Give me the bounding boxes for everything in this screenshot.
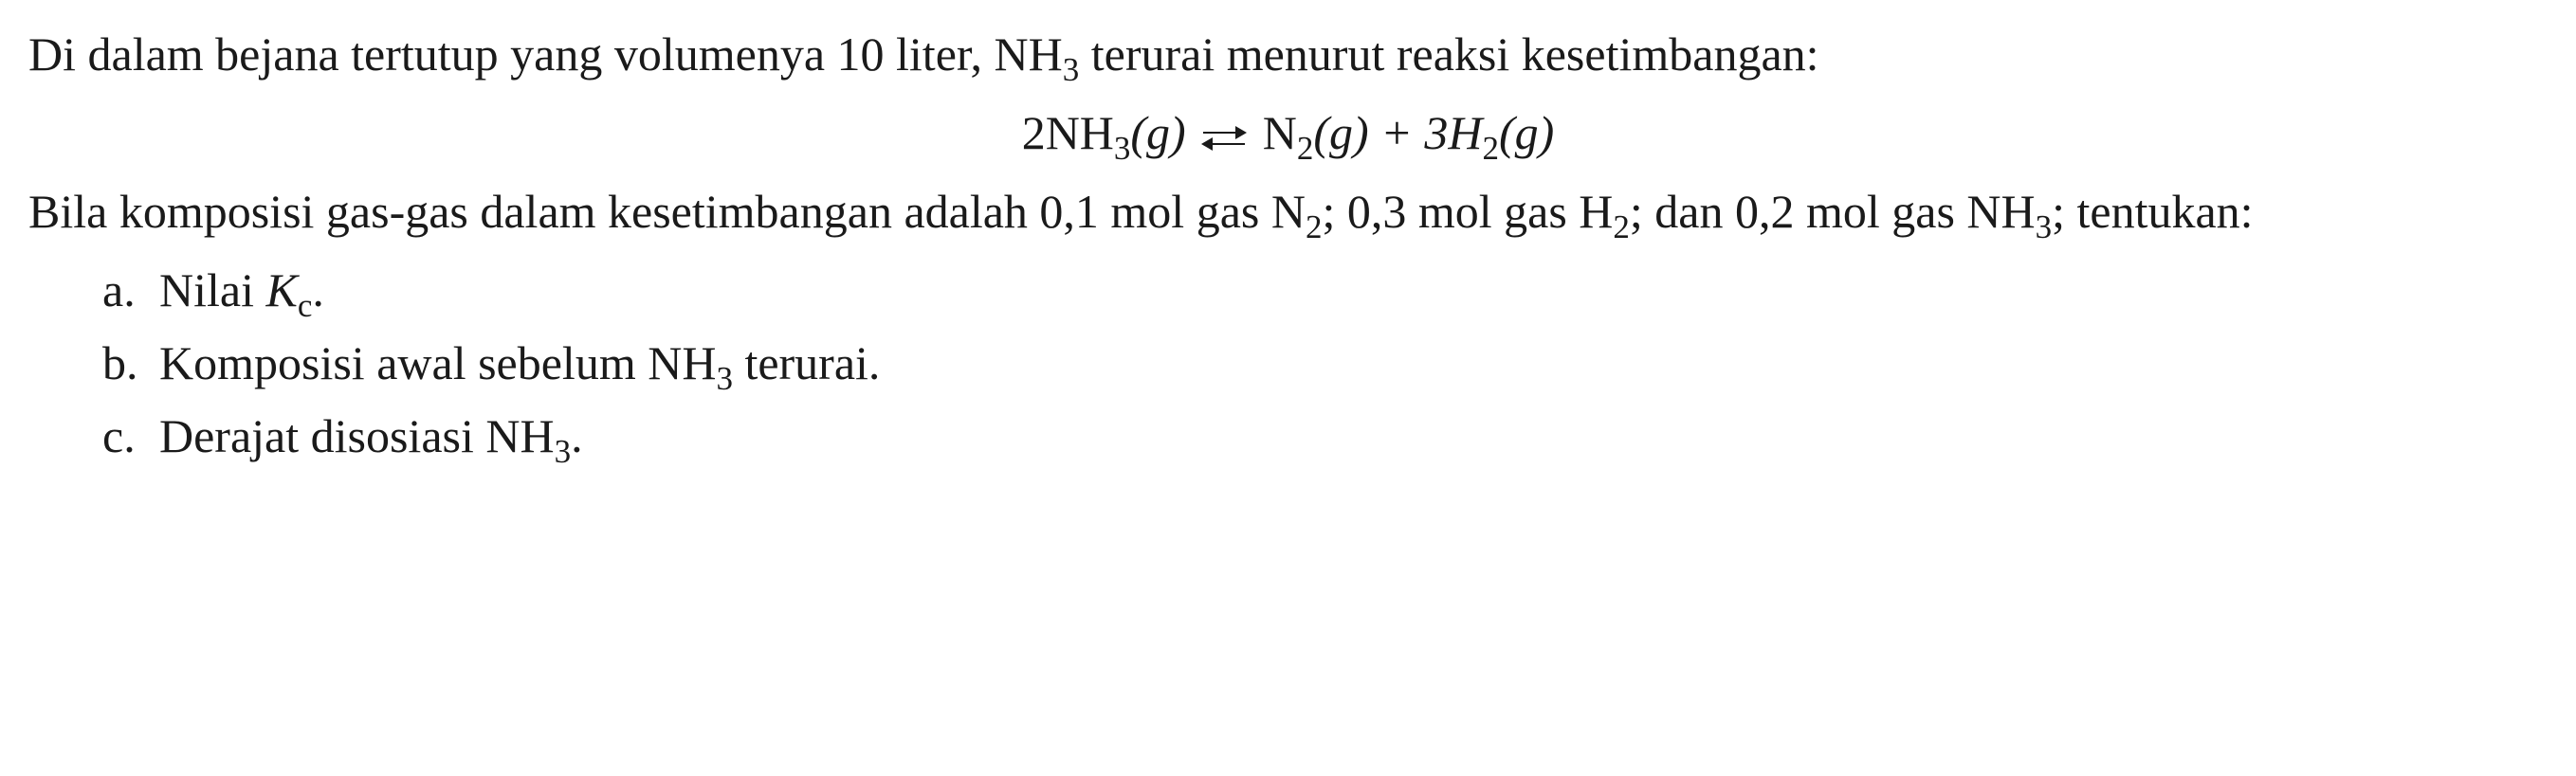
eq-lhs-state: (g): [1130, 106, 1197, 159]
body-sub1: 2: [1306, 208, 1323, 245]
marker-b: b.: [102, 328, 159, 399]
body-sub2: 2: [1613, 208, 1630, 245]
body-tail: ; tentukan:: [2052, 185, 2253, 238]
list-item-b: b. Komposisi awal sebelum NH3 terurai.: [102, 328, 2548, 399]
body-paragraph: Bila komposisi gas-gas dalam kesetimbang…: [28, 176, 2548, 247]
equilibrium-equation: 2NH3(g) N2(g) + 3H2(g): [28, 98, 2548, 169]
intro-paragraph: Di dalam bejana tertutup yang volumenya …: [28, 19, 2548, 90]
eq-rhs1: N: [1251, 106, 1297, 159]
body-sub3: 3: [2036, 208, 2053, 245]
content-a: Nilai Kc.: [159, 255, 2548, 326]
intro-text-pre: Di dalam bejana tertutup yang volumenya …: [28, 27, 1063, 81]
a-sym: K: [265, 263, 297, 316]
list-item-a: a. Nilai Kc.: [102, 255, 2548, 326]
eq-lhs-coef: 2NH: [1022, 106, 1114, 159]
c-sub: 3: [555, 433, 572, 470]
eq-rhs1-sub: 2: [1297, 130, 1314, 167]
b-pre: Komposisi awal sebelum NH: [159, 336, 716, 389]
eq-rhs2-state: (g): [1499, 106, 1554, 159]
marker-c: c.: [102, 401, 159, 472]
intro-text-post: terurai menurut reaksi kesetimbangan:: [1079, 27, 1818, 81]
body-mid1: ; 0,3 mol gas H: [1322, 185, 1613, 238]
c-dot: .: [571, 409, 583, 462]
a-sub: c: [298, 287, 313, 324]
question-list: a. Nilai Kc. b. Komposisi awal sebelum N…: [28, 255, 2548, 472]
marker-a: a.: [102, 255, 159, 326]
content-b: Komposisi awal sebelum NH3 terurai.: [159, 328, 2548, 399]
intro-sub: 3: [1063, 51, 1080, 88]
b-sub: 3: [716, 360, 733, 397]
c-pre: Derajat disosiasi NH: [159, 409, 555, 462]
equilibrium-arrow-icon: [1203, 124, 1245, 153]
a-dot: .: [312, 263, 324, 316]
eq-rhs2-sub: 2: [1482, 130, 1499, 167]
a-pre: Nilai: [159, 263, 265, 316]
b-tail: terurai.: [733, 336, 880, 389]
body-mid2: ; dan 0,2 mol gas NH: [1630, 185, 2036, 238]
eq-lhs-sub: 3: [1114, 130, 1131, 167]
content-c: Derajat disosiasi NH3.: [159, 401, 2548, 472]
eq-rhs1-state: (g) + 3H: [1313, 106, 1482, 159]
body-p1: Bila komposisi gas-gas dalam kesetimbang…: [28, 185, 1306, 238]
list-item-c: c. Derajat disosiasi NH3.: [102, 401, 2548, 472]
